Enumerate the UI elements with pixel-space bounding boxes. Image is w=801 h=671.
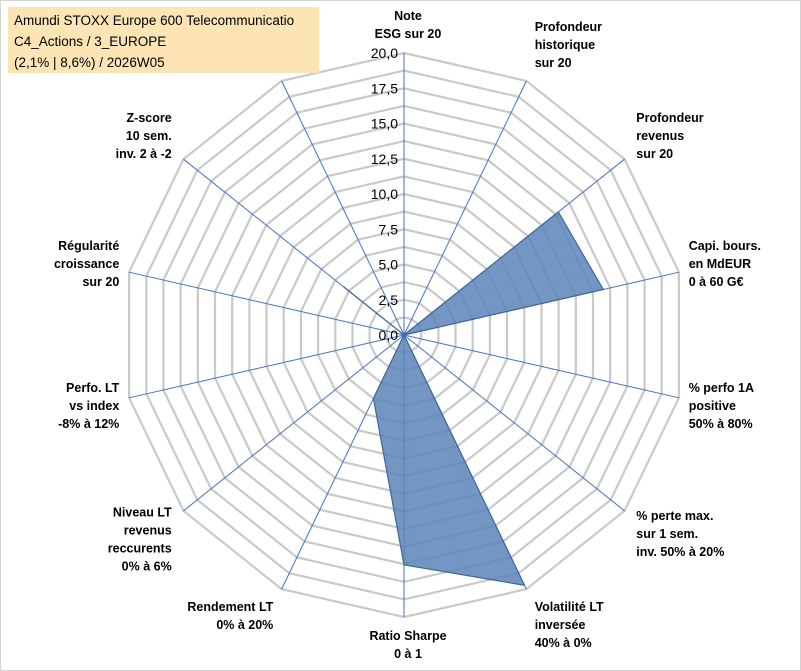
tick-label: 7,5 [379, 221, 399, 237]
radar-spoke [128, 271, 405, 336]
axis-label-line: revenus [124, 524, 172, 538]
radar-spoke [403, 80, 527, 336]
axis-label: Ratio Sharpe 0 à 1 [369, 629, 446, 661]
axis-label-line: 50% à 80% [689, 417, 753, 431]
radar-spoke [128, 334, 405, 399]
axis-label: Perfo. LT vs index -8% à 12% [58, 381, 120, 431]
title-line-1: Amundi STOXX Europe 600 Telecommunicatio [14, 13, 295, 28]
axis-label-line: 0 à 1 [394, 647, 422, 661]
tick-label: 0,0 [379, 327, 399, 343]
axis-label-line: inv. 2 à -2 [116, 147, 172, 161]
title-line-2: C4_Actions / 3_EUROPE [14, 34, 167, 49]
axis-label-line: Z-score [127, 111, 172, 125]
axis-label-line: croissance [54, 257, 119, 271]
axis-label-line: Profondeur [636, 111, 703, 125]
axis-label-line: positive [689, 399, 736, 413]
radar-spoke [183, 334, 405, 512]
axis-label-line: 0% à 20% [216, 618, 273, 632]
radar-spoke [281, 80, 405, 336]
axis-label-line: Ratio Sharpe [369, 629, 446, 643]
axis-label: Niveau LT revenus reccurents 0% à 6% [108, 506, 172, 574]
axis-label-line: sur 20 [535, 56, 572, 70]
axis-label: Rendement LT 0% à 20% [187, 600, 273, 632]
axis-label-line: historique [535, 38, 595, 52]
axis-label-line: sur 1 sem. [636, 527, 698, 541]
axis-label: Volatilité LT inversée 40% à 0% [535, 600, 604, 650]
axis-label-line: vs index [69, 399, 119, 413]
axis-label-line: inv. 50% à 20% [636, 545, 724, 559]
radar-spoke [403, 334, 680, 399]
radial-tick-labels: 0,0 2,5 5,0 7,5 10,0 12,5 15,0 17,5 20,0 [371, 45, 398, 343]
axis-label-line: sur 20 [82, 275, 119, 289]
axis-label-line: Rendement LT [187, 600, 273, 614]
axis-label-line: Profondeur [535, 20, 602, 34]
axis-label: Capi. bours. en MdEUR 0 à 60 G€ [689, 239, 761, 289]
axis-labels: Note ESG sur 20 Profondeur historique sur 20… [54, 9, 761, 661]
axis-label-line: ESG sur 20 [375, 27, 442, 41]
radar-spoke [403, 334, 625, 512]
axis-label-line: 0 à 60 G€ [689, 275, 744, 289]
axis-label-line: 10 sem. [126, 129, 172, 143]
tick-label: 17,5 [371, 80, 398, 96]
tick-label: 10,0 [371, 186, 398, 202]
chart-title-box: Amundi STOXX Europe 600 Telecommunicatio… [8, 7, 319, 73]
tick-label: 5,0 [379, 257, 399, 273]
axis-label-line: -8% à 12% [58, 417, 119, 431]
axis-label-line: % perfo 1A [689, 381, 754, 395]
axis-label-line: 0% à 6% [122, 560, 172, 574]
axis-label: Régularité croissance sur 20 [54, 239, 119, 289]
axis-label-line: revenus [636, 129, 684, 143]
tick-label: 15,0 [371, 116, 398, 132]
axis-label-line: Niveau LT [113, 506, 172, 520]
axis-label-line: Volatilité LT [535, 600, 604, 614]
axis-label-line: inversée [535, 618, 586, 632]
axis-label-line: Capi. bours. [689, 239, 761, 253]
axis-label-line: Perfo. LT [66, 381, 120, 395]
axis-label-line: 40% à 0% [535, 636, 592, 650]
axis-label-line: sur 20 [636, 147, 673, 161]
radar-series [343, 210, 605, 587]
axis-label: Note ESG sur 20 [375, 9, 442, 41]
axis-label: Profondeur revenus sur 20 [636, 111, 703, 161]
axis-label-line: Note [394, 9, 422, 23]
series-area [343, 210, 605, 587]
axis-label: % perfo 1A positive 50% à 80% [689, 381, 754, 431]
axis-label: Profondeur historique sur 20 [535, 20, 602, 70]
tick-label: 12,5 [371, 151, 398, 167]
axis-label: Z-score 10 sem. inv. 2 à -2 [116, 111, 172, 161]
title-line-3: (2,1% | 8,6%) / 2026W05 [14, 55, 165, 70]
axis-label-line: reccurents [108, 542, 172, 556]
axis-label-line: % perte max. [636, 509, 713, 523]
tick-label: 20,0 [371, 45, 398, 61]
axis-label-line: en MdEUR [689, 257, 752, 271]
tick-label: 2,5 [379, 292, 399, 308]
axis-label: % perte max. sur 1 sem. inv. 50% à 20% [636, 509, 724, 559]
axis-label-line: Régularité [58, 239, 119, 253]
